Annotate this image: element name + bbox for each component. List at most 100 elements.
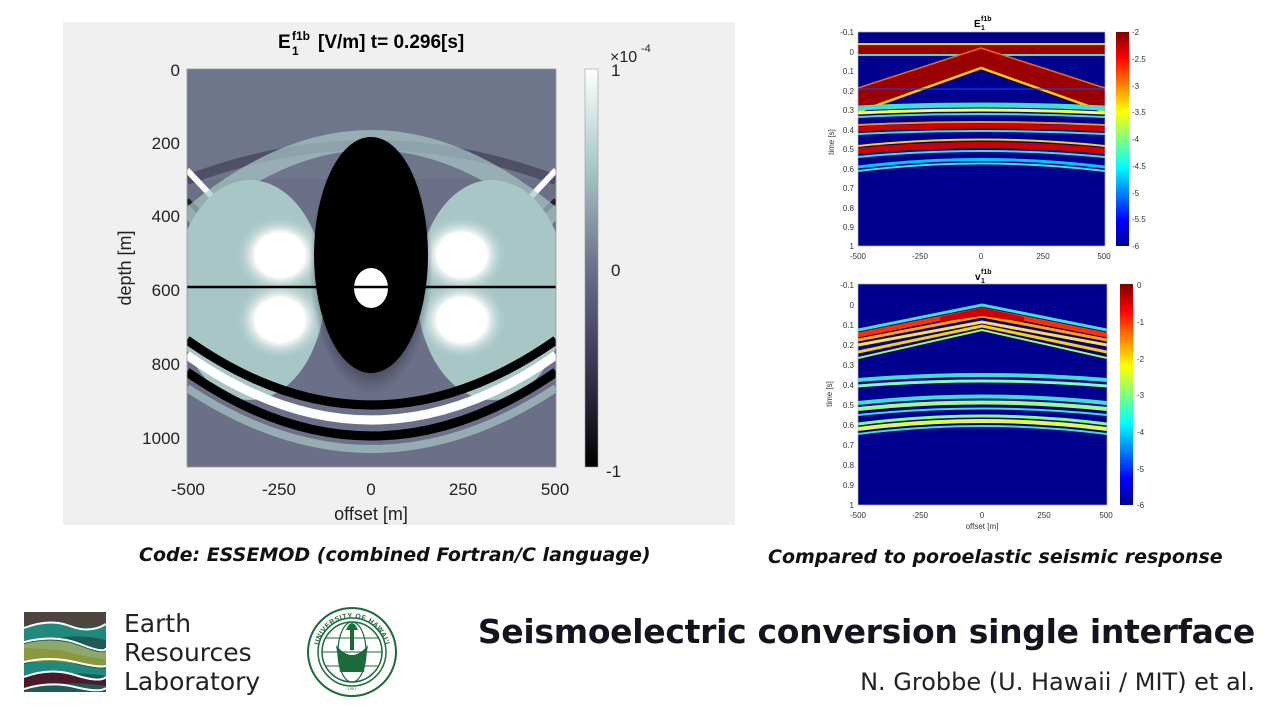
svg-text:0.4: 0.4 [843,381,855,390]
erl-line-earth: Earth [124,609,192,638]
svg-text:1: 1 [981,25,985,32]
svg-text:0.6: 0.6 [843,165,855,174]
svg-text:400: 400 [152,207,180,226]
svg-text:-500: -500 [850,252,867,261]
left-caption: Code: ESSEMOD (combined Fortran/C langua… [139,544,651,566]
svg-text:0.6: 0.6 [843,421,855,430]
svg-text:E: E [974,19,981,30]
erl-logo-text: Earth Resources Laboratory [124,609,260,696]
right-bottom-xaxis-ticks: -500 -250 0 250 500 [850,511,1113,520]
svg-text:0.7: 0.7 [843,441,855,450]
svg-text:-5: -5 [1132,189,1140,198]
svg-text:-250: -250 [912,252,929,261]
svg-text:0: 0 [850,301,855,310]
erl-logo-icon [24,612,106,692]
svg-text:-0.1: -0.1 [840,28,854,37]
svg-text:0.2: 0.2 [843,341,855,350]
svg-text:500: 500 [541,480,569,499]
right-bottom-colorbar [1120,284,1133,505]
right-bottom-xlabel: offset [m] [966,522,999,531]
svg-text:f1b: f1b [981,16,992,23]
svg-text:250: 250 [1037,511,1051,520]
svg-text:1: 1 [850,501,855,510]
svg-text:f1b: f1b [981,269,992,276]
svg-text:E: E [278,32,291,53]
left-ylabel: depth [m] [115,230,135,305]
svg-text:0.4: 0.4 [843,126,855,135]
slide-author: N. Grobbe (U. Hawaii / MIT) et al. [860,668,1255,696]
svg-text:1907: 1907 [348,686,358,691]
svg-text:0.5: 0.5 [843,145,855,154]
svg-text:0.9: 0.9 [843,481,855,490]
svg-text:-3.5: -3.5 [1132,108,1146,117]
svg-text:0.1: 0.1 [843,67,855,76]
svg-text:v: v [975,272,981,283]
svg-text:0.2: 0.2 [843,87,855,96]
svg-text:0: 0 [979,252,984,261]
right-caption: Compared to poroelastic seismic response [768,546,1223,568]
left-yaxis-ticks: 0 200 400 600 800 1000 [142,61,180,448]
svg-text:-2: -2 [1132,28,1140,37]
svg-text:0.3: 0.3 [843,361,855,370]
left-xaxis-ticks: -500 -250 0 250 500 [171,480,569,499]
svg-text:1: 1 [292,44,299,58]
right-bottom-ylabel: time [s] [825,381,834,407]
svg-text:0: 0 [171,61,180,80]
svg-text:-1: -1 [606,462,621,481]
svg-text:600: 600 [152,281,180,300]
svg-text:200: 200 [152,134,180,153]
svg-text:0.8: 0.8 [843,461,855,470]
right-top-yaxis-ticks: -0.1 0 0.1 0.2 0.3 0.4 0.5 0.6 0.7 0.8 0… [840,28,854,251]
svg-text:[V/m] t= 0.296[s]: [V/m] t= 0.296[s] [318,32,464,53]
svg-text:-3: -3 [1132,82,1140,91]
left-heatmap [187,69,556,467]
svg-text:0.5: 0.5 [843,401,855,410]
svg-text:-4: -4 [1132,135,1140,144]
svg-text:-6: -6 [1137,501,1145,510]
svg-text:800: 800 [152,355,180,374]
svg-text:-2: -2 [1137,355,1145,364]
svg-text:1000: 1000 [142,429,180,448]
right-bottom-yaxis-ticks: -0.1 0 0.1 0.2 0.3 0.4 0.5 0.6 0.7 0.8 0… [840,281,854,510]
svg-text:-0.1: -0.1 [840,281,854,290]
right-top-heatmap [858,32,1105,246]
svg-text:-500: -500 [171,480,205,499]
svg-text:-4: -4 [641,43,651,55]
svg-text:-5: -5 [1137,465,1145,474]
svg-text:-250: -250 [262,480,296,499]
svg-text:250: 250 [449,480,477,499]
svg-text:-500: -500 [850,511,867,520]
erl-line-resources: Resources [124,638,252,667]
slide-title: Seismoelectric conversion single interfa… [477,612,1255,651]
svg-text:-2.5: -2.5 [1132,55,1146,64]
left-figure-title: E f1b 1 [V/m] t= 0.296[s] [278,29,464,58]
svg-text:-5.5: -5.5 [1132,215,1146,224]
right-top-colorbar-ticks: -2 -2.5 -3 -3.5 -4 -4.5 -5 -5.5 -6 [1132,28,1146,251]
svg-text:-6: -6 [1132,242,1140,251]
svg-text:0.9: 0.9 [843,223,855,232]
svg-text:-4.5: -4.5 [1132,162,1146,171]
svg-text:-1: -1 [1137,318,1145,327]
left-xlabel: offset [m] [334,504,408,524]
right-bottom-heatmap [858,284,1107,505]
svg-text:500: 500 [1097,252,1111,261]
uh-seal-icon: UNIVERSITY OF HAWAI'I 1907 [307,607,397,697]
svg-text:1: 1 [981,278,985,285]
svg-text:×10: ×10 [610,49,637,66]
right-bottom-title: v f1b 1 [975,269,992,285]
svg-text:1: 1 [850,242,855,251]
svg-text:f1b: f1b [292,29,310,43]
right-top-xaxis-ticks: -500 -250 0 250 500 [850,252,1111,261]
svg-text:250: 250 [1036,252,1050,261]
svg-text:0: 0 [366,480,375,499]
left-plot-frame [186,68,557,468]
svg-text:-3: -3 [1137,391,1145,400]
svg-text:0.3: 0.3 [843,106,855,115]
svg-text:500: 500 [1099,511,1113,520]
svg-text:-250: -250 [912,511,929,520]
svg-text:0.7: 0.7 [843,184,855,193]
right-bottom-colorbar-ticks: 0 -1 -2 -3 -4 -5 -6 [1137,281,1145,510]
right-top-ylabel: time [s] [827,129,836,155]
left-colorbar [584,68,599,468]
